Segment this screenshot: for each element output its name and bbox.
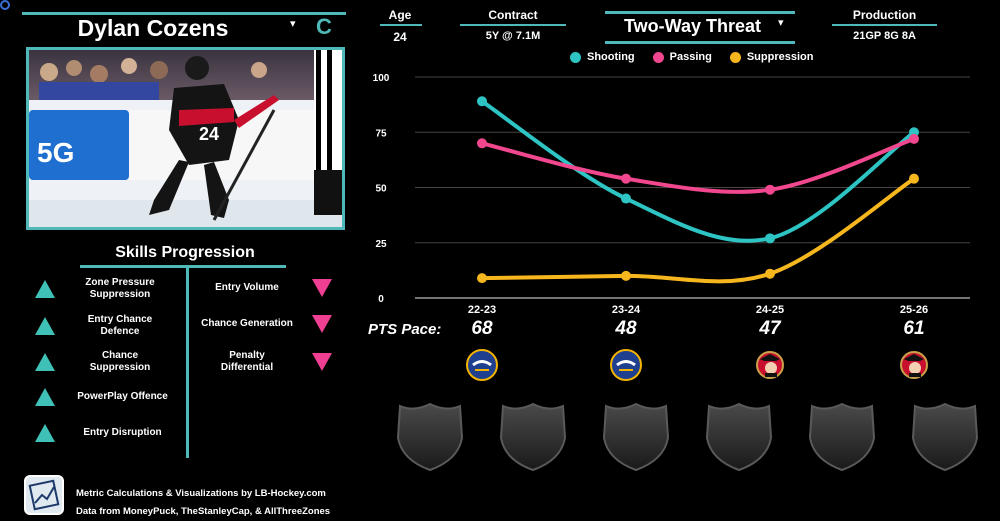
pts-pace-value: 68 bbox=[452, 318, 512, 340]
y-tick-label: 75 bbox=[375, 128, 387, 139]
skill-up-zone-pressure-suppression: Zone Pressure Suppression bbox=[35, 277, 185, 301]
y-tick-label: 100 bbox=[373, 73, 390, 84]
data-point-suppression bbox=[477, 273, 487, 283]
footer-sources: Data from MoneyPuck, TheStanleyCap, & Al… bbox=[76, 506, 330, 517]
data-point-shooting bbox=[621, 194, 631, 204]
skills-title-underline bbox=[80, 265, 286, 268]
data-point-passing bbox=[765, 185, 775, 195]
data-point-shooting bbox=[477, 96, 487, 106]
sabres-logo-icon bbox=[610, 349, 642, 381]
down-arrow-icon bbox=[312, 315, 332, 333]
data-point-passing bbox=[477, 138, 487, 148]
pts-pace-value: 61 bbox=[884, 318, 944, 340]
badge-slot-icon bbox=[907, 398, 983, 474]
skill-down-chance-generation: Chance Generation bbox=[190, 315, 332, 333]
senators-logo-icon bbox=[754, 349, 786, 381]
age-value: 24 bbox=[380, 30, 420, 44]
age-underline bbox=[380, 24, 422, 26]
data-point-passing bbox=[909, 134, 919, 144]
pts-pace-label: PTS Pace: bbox=[368, 321, 441, 338]
pts-pace-value: 47 bbox=[740, 318, 800, 340]
production-label: Production bbox=[832, 8, 937, 22]
skill-label: Chance Generation bbox=[190, 318, 304, 330]
footer-credit: Metric Calculations & Visualizations by … bbox=[76, 488, 326, 499]
skill-up-chance-suppression: Chance Suppression bbox=[35, 350, 185, 374]
badge-slot-icon bbox=[701, 398, 777, 474]
y-tick-label: 50 bbox=[375, 184, 387, 195]
production-value: 21GP 8G 8A bbox=[832, 30, 937, 42]
x-tick-label: 22-23 bbox=[468, 304, 496, 316]
player-photo: 5G 24 bbox=[26, 47, 345, 230]
name-dropdown-icon[interactable]: ▾ bbox=[290, 17, 296, 30]
archetype-dropdown-icon[interactable]: ▾ bbox=[778, 16, 784, 29]
skill-label: Penalty Differential bbox=[190, 350, 304, 374]
x-tick-label: 24-25 bbox=[756, 304, 784, 316]
senators-logo-icon bbox=[898, 349, 930, 381]
series-line-shooting bbox=[482, 101, 914, 241]
contract-underline bbox=[460, 24, 566, 26]
skill-up-powerplay-offence: PowerPlay Offence bbox=[35, 388, 190, 406]
down-arrow-icon bbox=[312, 279, 332, 297]
skill-label: Entry Disruption bbox=[55, 427, 190, 439]
contract-label: Contract bbox=[460, 8, 566, 22]
graph-logo-icon bbox=[26, 477, 62, 513]
skill-label: Chance Suppression bbox=[55, 350, 185, 374]
skill-up-entry-chance-defence: Entry Chance Defence bbox=[35, 314, 185, 338]
badge-slot-icon bbox=[804, 398, 880, 474]
data-point-suppression bbox=[909, 174, 919, 184]
pts-pace-value: 48 bbox=[596, 318, 656, 340]
data-point-suppression bbox=[621, 271, 631, 281]
x-tick-label: 23-24 bbox=[612, 304, 641, 316]
data-point-suppression bbox=[765, 269, 775, 279]
skill-up-entry-disruption: Entry Disruption bbox=[35, 424, 190, 442]
up-arrow-icon bbox=[35, 424, 55, 442]
skill-label: PowerPlay Offence bbox=[55, 391, 190, 403]
archetype-topline bbox=[605, 11, 795, 14]
svg-text:24: 24 bbox=[199, 124, 219, 144]
player-position: C bbox=[316, 14, 332, 40]
up-arrow-icon bbox=[35, 353, 55, 371]
skill-down-entry-volume: Entry Volume bbox=[190, 279, 332, 297]
svg-text:5G: 5G bbox=[37, 137, 74, 168]
cursor-handle-icon[interactable] bbox=[0, 0, 10, 10]
up-arrow-icon bbox=[35, 280, 55, 298]
skills-title: Skills Progression bbox=[80, 244, 290, 262]
data-point-shooting bbox=[765, 233, 775, 243]
badge-slot-icon bbox=[392, 398, 468, 474]
x-tick-label: 25-26 bbox=[900, 304, 928, 316]
skill-down-penalty-differential: Penalty Differential bbox=[190, 350, 332, 374]
skill-label: Zone Pressure Suppression bbox=[55, 277, 185, 301]
contract-value: 5Y @ 7.1M bbox=[460, 30, 566, 42]
archetype-bottomline bbox=[605, 41, 795, 44]
down-arrow-icon bbox=[312, 353, 332, 371]
player-name: Dylan Cozens bbox=[40, 15, 266, 42]
up-arrow-icon bbox=[35, 317, 55, 335]
production-underline bbox=[832, 24, 937, 26]
archetype-title: Two-Way Threat bbox=[605, 16, 780, 37]
data-point-passing bbox=[621, 174, 631, 184]
player-photo-illustration: 5G 24 bbox=[29, 50, 342, 227]
badge-slot-icon bbox=[598, 398, 674, 474]
age-label: Age bbox=[380, 8, 420, 22]
site-logo bbox=[24, 475, 64, 515]
y-tick-label: 0 bbox=[378, 294, 384, 305]
line-chart: 0 25 50 75 100 22-23 23-24 24-25 25-26 bbox=[360, 60, 990, 320]
up-arrow-icon bbox=[35, 388, 55, 406]
y-tick-label: 25 bbox=[375, 239, 387, 250]
skill-label: Entry Volume bbox=[190, 282, 304, 294]
skill-label: Entry Chance Defence bbox=[55, 314, 185, 338]
badge-slot-icon bbox=[495, 398, 571, 474]
sabres-logo-icon bbox=[466, 349, 498, 381]
